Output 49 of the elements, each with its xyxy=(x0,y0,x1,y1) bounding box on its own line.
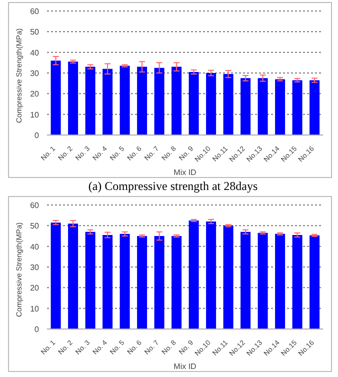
y-tick-label: 60 xyxy=(30,201,40,210)
y-tick-label: 20 xyxy=(30,90,40,99)
y-tick-label: 50 xyxy=(30,28,40,37)
x-axis-title: Mix ID xyxy=(174,362,197,371)
bar xyxy=(172,236,182,329)
bar xyxy=(206,222,216,329)
y-tick-label: 20 xyxy=(30,284,40,293)
bar xyxy=(292,80,302,135)
bar xyxy=(50,60,61,135)
bar xyxy=(275,79,286,135)
bar xyxy=(85,232,96,329)
bar xyxy=(137,66,148,135)
bar xyxy=(102,68,113,135)
bar xyxy=(188,220,199,329)
y-tick-label: 0 xyxy=(34,131,40,140)
bar xyxy=(258,232,268,329)
bar xyxy=(275,234,286,329)
bar xyxy=(206,73,216,135)
bar xyxy=(68,224,78,329)
y-tick-label: 10 xyxy=(30,110,40,120)
text: (a) Compressive strength at 28days xyxy=(87,178,259,194)
y-tick-label: 0 xyxy=(34,325,40,334)
bar xyxy=(240,78,251,135)
y-tick-label: 40 xyxy=(30,48,40,58)
bar xyxy=(310,235,320,329)
bar xyxy=(223,226,234,329)
bar xyxy=(137,236,148,329)
bar xyxy=(188,72,199,135)
bar xyxy=(50,222,61,329)
bar xyxy=(310,80,320,135)
bar xyxy=(154,68,164,135)
x-axis-title: Mix ID xyxy=(174,168,197,177)
bar xyxy=(120,66,130,135)
bar xyxy=(68,62,78,135)
y-tick-label: 30 xyxy=(30,69,40,78)
bar xyxy=(172,66,182,135)
y-tick-label: 10 xyxy=(30,304,40,314)
y-tick-label: 50 xyxy=(30,222,40,231)
bar xyxy=(258,78,268,135)
bar xyxy=(292,234,302,329)
bar xyxy=(154,236,164,329)
bar xyxy=(240,232,251,329)
y-tick-label: 30 xyxy=(30,263,40,272)
bar xyxy=(120,234,130,329)
y-tick-label: 40 xyxy=(30,242,40,252)
y-tick-label: 60 xyxy=(30,7,40,16)
bar xyxy=(223,74,234,135)
bar xyxy=(102,234,113,329)
bar xyxy=(85,66,96,135)
